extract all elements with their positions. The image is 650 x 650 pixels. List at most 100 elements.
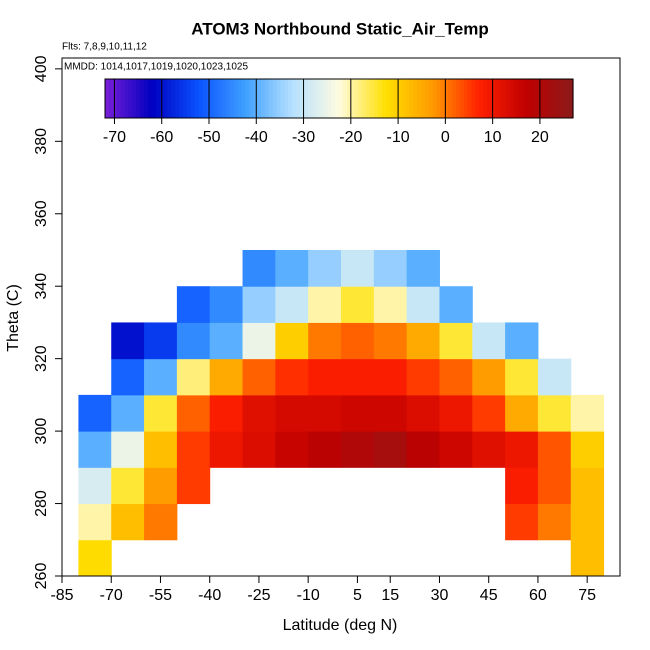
x-tick-label: -40 xyxy=(198,587,221,604)
colorbar-swatch xyxy=(222,79,227,118)
heat-cell xyxy=(472,322,506,360)
colorbar-swatch xyxy=(105,79,110,118)
heat-cell xyxy=(144,503,178,541)
y-tick-label: 400 xyxy=(33,55,50,82)
colorbar-swatch xyxy=(463,79,469,118)
heat-cell xyxy=(373,322,408,360)
heat-cell xyxy=(209,358,244,396)
colorbar-swatch xyxy=(307,79,313,118)
heat-cell xyxy=(341,431,375,468)
colorbar-swatch xyxy=(506,79,512,118)
heat-cell xyxy=(439,394,473,432)
colorbar-tick-label: 20 xyxy=(531,129,549,146)
colorbar-swatch xyxy=(120,79,126,118)
y-tick-label: 360 xyxy=(33,200,50,227)
colorbar-swatch xyxy=(140,79,145,118)
heat-cell xyxy=(537,467,572,505)
colorbar-swatch xyxy=(241,79,246,118)
colorbar-swatch xyxy=(432,79,438,118)
colorbar-swatch xyxy=(491,79,496,118)
colorbar-swatch xyxy=(397,79,402,118)
heat-cell xyxy=(537,358,572,396)
y-tick-label: 300 xyxy=(33,418,50,445)
heat-cell xyxy=(111,322,145,360)
colorbar-swatch xyxy=(413,79,418,118)
heat-cell xyxy=(373,249,408,287)
heat-cell xyxy=(176,467,211,505)
colorbar-swatch xyxy=(245,79,250,118)
annotation: Flts: 7,8,9,10,11,12 xyxy=(62,42,147,53)
colorbar-swatch xyxy=(319,79,324,118)
colorbar-swatch xyxy=(385,79,391,118)
colorbar-swatch xyxy=(272,79,278,118)
heat-cell xyxy=(275,249,309,287)
colorbar-swatch xyxy=(296,79,301,118)
colorbar-swatch xyxy=(253,79,258,118)
colorbar-swatch xyxy=(249,79,254,118)
heat-cell xyxy=(308,286,342,323)
colorbar-swatch xyxy=(514,79,519,118)
heat-cell xyxy=(111,394,145,432)
x-tick-label: 45 xyxy=(480,587,498,604)
colorbar-tick-label: -50 xyxy=(197,129,220,146)
heat-cell xyxy=(176,322,211,360)
heat-cell xyxy=(308,249,342,287)
colorbar-swatch xyxy=(405,79,410,118)
colorbar-swatch xyxy=(151,79,157,118)
colorbar-swatch xyxy=(128,79,133,118)
colorbar-swatch xyxy=(198,79,204,118)
colorbar-swatch xyxy=(342,79,348,118)
heat-cell xyxy=(341,358,375,396)
colorbar-swatch xyxy=(565,79,570,118)
heat-cell xyxy=(373,286,408,323)
colorbar-swatch xyxy=(553,79,558,118)
colorbar-swatch xyxy=(155,79,161,118)
colorbar-swatch xyxy=(502,79,508,118)
colorbar-swatch xyxy=(522,79,527,118)
colorbar-swatch xyxy=(264,79,270,118)
colorbar-swatch xyxy=(471,79,477,118)
colorbar-swatch xyxy=(510,79,516,118)
heat-cell xyxy=(144,467,178,505)
heatmap xyxy=(78,249,605,576)
colorbar-swatch xyxy=(288,79,293,118)
heat-cell xyxy=(78,431,112,468)
colorbar-frame xyxy=(104,78,574,119)
heat-cell xyxy=(209,286,244,323)
heat-cell xyxy=(275,322,309,360)
colorbar-swatch xyxy=(467,79,473,118)
colorbar-swatch xyxy=(526,79,531,118)
heat-cell xyxy=(144,394,178,432)
colorbar-swatch xyxy=(479,79,484,118)
colorbar-swatch xyxy=(268,79,274,118)
colorbar-swatch xyxy=(534,79,539,118)
y-tick-label: 340 xyxy=(33,273,50,300)
colorbar-swatch xyxy=(292,79,297,118)
heat-cell xyxy=(341,286,375,323)
colorbar-swatch xyxy=(175,79,180,118)
colorbar-swatch xyxy=(202,79,207,118)
colorbar-swatch xyxy=(167,79,172,118)
x-tick-label: -70 xyxy=(100,587,123,604)
colorbar-swatch xyxy=(331,79,336,118)
heat-cell xyxy=(341,249,375,287)
heat-cell xyxy=(505,503,539,541)
y-tick-label: 260 xyxy=(33,563,50,590)
heat-cell xyxy=(505,467,539,505)
heat-cell xyxy=(275,431,309,468)
annotation: MMDD: 1014,1017,1019,1020,1023,1025 xyxy=(64,62,248,73)
heat-cell xyxy=(570,467,605,505)
colorbar-swatch xyxy=(225,79,231,118)
colorbar-swatch xyxy=(456,79,461,118)
heat-cell xyxy=(242,358,276,396)
colorbar-swatch xyxy=(417,79,422,118)
colorbar-swatch xyxy=(311,79,317,118)
heat-cell xyxy=(111,467,145,505)
y-axis-label: Theta (C) xyxy=(5,284,22,352)
colorbar-swatch xyxy=(116,79,122,118)
y-tick-label: 280 xyxy=(33,490,50,517)
heat-cell xyxy=(78,467,112,505)
colorbar-swatch xyxy=(163,79,168,118)
colorbar-swatch xyxy=(112,79,118,118)
